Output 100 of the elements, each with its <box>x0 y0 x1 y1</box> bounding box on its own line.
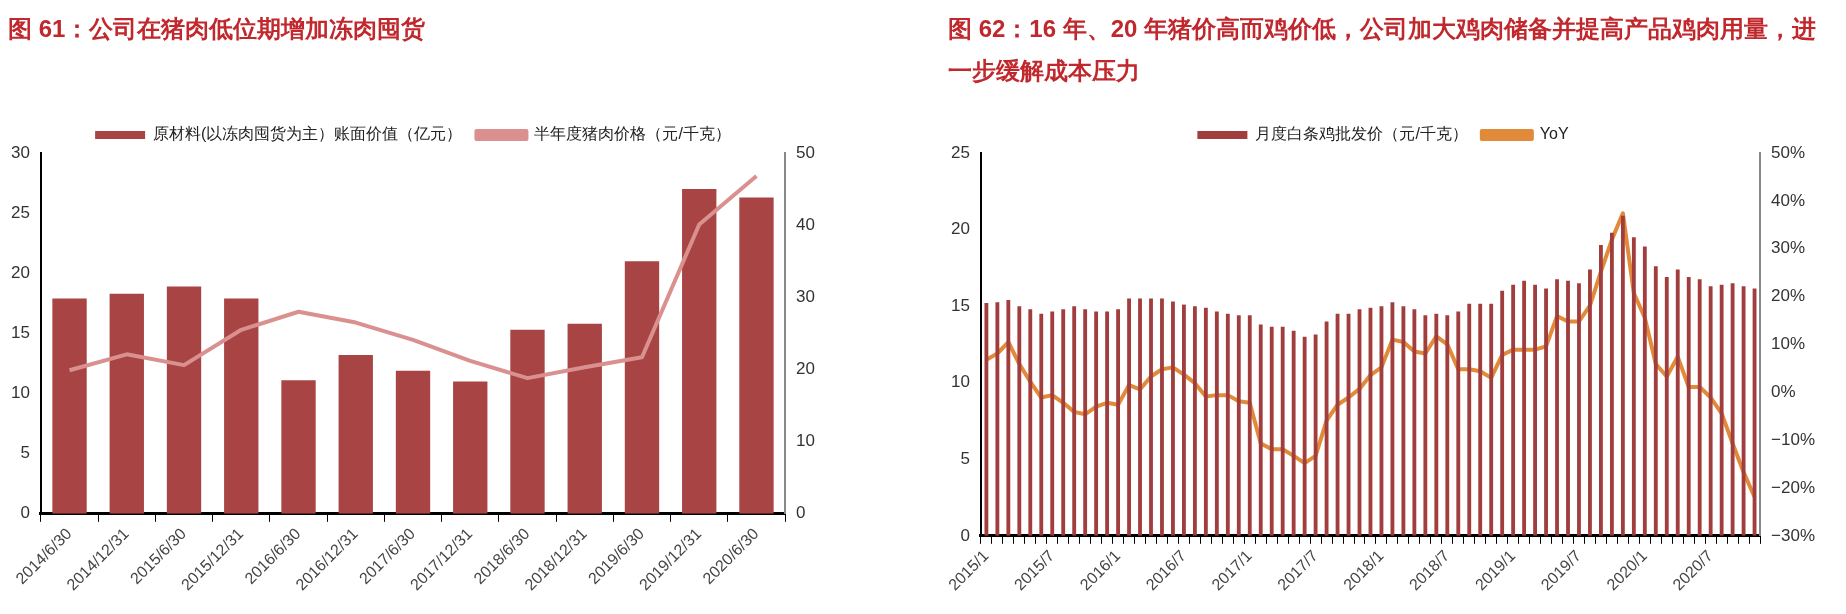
legend-label: YoY <box>1539 125 1569 143</box>
bar <box>1313 334 1318 536</box>
bar <box>1719 284 1724 536</box>
bar <box>1631 237 1636 536</box>
bar <box>1697 279 1702 536</box>
bar <box>1533 284 1538 536</box>
bar <box>1522 280 1527 536</box>
y2-tick-label: 30% <box>1771 238 1806 258</box>
bar <box>1741 286 1746 536</box>
bar <box>1050 311 1055 536</box>
bar <box>1412 309 1417 536</box>
bar <box>1236 315 1241 536</box>
y2-tick-label: −20% <box>1771 477 1815 497</box>
bar <box>1664 277 1669 536</box>
bar <box>1588 269 1592 536</box>
bar <box>1467 303 1472 536</box>
bar <box>1730 283 1735 536</box>
bar <box>338 355 373 514</box>
bar <box>1609 232 1614 536</box>
bar <box>1127 298 1131 536</box>
bar <box>1401 306 1406 536</box>
bar <box>1577 283 1581 536</box>
bar <box>1072 306 1077 536</box>
chart-title: 图 62：16 年、20 年猪价高而鸡价低，公司加大鸡肉储备并提高产品鸡肉用量，进一步缓解成本压力 <box>948 14 1818 86</box>
y-tick-label: 25 <box>950 142 970 162</box>
bar <box>1225 313 1230 536</box>
y-tick-label: 25 <box>10 202 30 222</box>
bar <box>1039 313 1044 536</box>
bar <box>1083 309 1088 536</box>
chart-title: 图 61：公司在猪肉低位期增加冻肉囤货 <box>8 14 427 44</box>
y-tick-label: 20 <box>950 219 970 239</box>
bar <box>1182 304 1186 536</box>
bar <box>1138 298 1142 536</box>
y2-tick-label: 10 <box>796 431 816 451</box>
y-tick-label: 15 <box>950 295 970 315</box>
bar <box>281 380 316 514</box>
bar <box>166 286 202 514</box>
bar <box>1006 300 1011 536</box>
bar <box>510 329 545 514</box>
bar <box>1566 280 1570 536</box>
bar <box>1280 326 1285 536</box>
y-tick-label: 0 <box>960 525 970 545</box>
bar <box>1149 298 1153 536</box>
bar <box>1423 315 1428 536</box>
bar <box>453 381 488 514</box>
bar <box>984 303 989 536</box>
y-tick-label: 10 <box>950 372 970 392</box>
bar <box>1017 306 1022 536</box>
bar <box>682 189 717 514</box>
bar <box>1160 298 1164 536</box>
bar <box>1500 290 1505 536</box>
bar <box>1203 307 1208 536</box>
bar <box>1489 303 1494 536</box>
y2-tick-label: 50% <box>1771 142 1806 162</box>
y2-tick-label: 10% <box>1771 334 1806 354</box>
bar <box>1675 269 1680 536</box>
y2-tick-label: 0 <box>796 503 806 523</box>
bar <box>1291 330 1296 536</box>
bar <box>1456 311 1461 536</box>
y2-tick-label: −30% <box>1771 525 1815 545</box>
bar <box>1269 326 1274 536</box>
bar <box>1620 215 1625 536</box>
y-tick-label: 10 <box>10 383 30 403</box>
bar <box>1555 279 1559 536</box>
bar <box>1302 336 1307 536</box>
bar <box>1192 306 1197 536</box>
bar <box>395 370 431 514</box>
y-tick-label: 15 <box>10 323 30 343</box>
y2-tick-label: 20% <box>1771 286 1806 306</box>
bar <box>1247 315 1252 536</box>
y-tick-label: 5 <box>960 448 970 468</box>
bar <box>1116 309 1120 536</box>
y-tick-label: 5 <box>20 443 30 463</box>
y2-tick-label: 50 <box>796 142 816 162</box>
bar <box>1599 244 1603 536</box>
bar <box>1105 311 1110 536</box>
y2-tick-label: 40 <box>796 214 816 234</box>
bar <box>1708 286 1713 536</box>
bar <box>1434 313 1439 536</box>
y2-tick-label: −10% <box>1771 429 1815 449</box>
y2-tick-label: 30 <box>796 287 816 307</box>
legend-label: 原材料(以冻肉囤货为主）账面价值（亿元） <box>153 125 463 143</box>
legend-label: 半年度猪肉价格（元/千克） <box>534 125 731 143</box>
y2-tick-label: 40% <box>1771 190 1806 210</box>
bar <box>224 298 259 514</box>
bar <box>1094 311 1099 536</box>
bar <box>109 293 144 514</box>
bar <box>1686 277 1691 536</box>
bar <box>1028 309 1033 536</box>
bar <box>995 302 1000 536</box>
bar <box>624 261 660 514</box>
bar <box>1642 246 1647 536</box>
legend-label: 月度白条鸡批发价（元/千克） <box>1255 125 1468 143</box>
bar <box>1511 284 1516 536</box>
bar <box>1258 324 1263 536</box>
y2-tick-label: 20 <box>796 359 816 379</box>
bar <box>52 298 87 514</box>
bar <box>1061 309 1066 536</box>
bar <box>1478 303 1483 536</box>
y2-tick-label: 0% <box>1771 381 1796 401</box>
